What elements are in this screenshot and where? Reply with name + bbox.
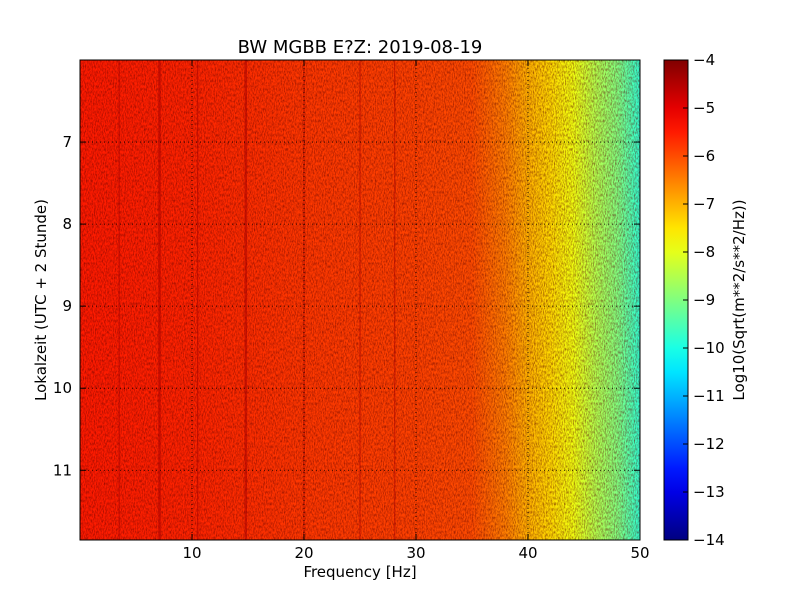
colorbar-tick-label-7: −11 xyxy=(693,387,725,405)
y-axis-label: Lokalzeit (UTC + 2 Stunde) xyxy=(32,199,50,401)
grid-lines xyxy=(80,60,640,540)
x-tick-label-4: 50 xyxy=(630,544,649,562)
y-axis-ticks: 7 8 9 10 11 xyxy=(53,133,640,479)
colorbar-ticks: −4 −5 −6 −7 −8 −9 −10 −11 −12 −13 −14 xyxy=(683,51,725,549)
colorbar-tick-label-1: −5 xyxy=(693,99,715,117)
colorbar-tick-label-3: −7 xyxy=(693,195,715,213)
x-tick-label-3: 40 xyxy=(518,544,537,562)
plot-area xyxy=(80,60,640,540)
colorbar-tick-label-10: −14 xyxy=(693,531,725,549)
colorbar-tick-label-5: −9 xyxy=(693,291,715,309)
colorbar-tick-label-8: −12 xyxy=(693,435,725,453)
colorbar-tick-label-0: −4 xyxy=(693,51,715,69)
colorbar-tick-label-6: −10 xyxy=(693,339,725,357)
y-tick-label-0: 7 xyxy=(62,133,72,151)
y-tick-label-3: 10 xyxy=(53,379,72,397)
colorbar-tick-label-4: −8 xyxy=(693,243,715,261)
colorbar-tick-label-9: −13 xyxy=(693,483,725,501)
y-tick-label-1: 8 xyxy=(62,215,72,233)
x-tick-label-1: 20 xyxy=(294,544,313,562)
y-tick-label-4: 11 xyxy=(53,461,72,479)
colorbar-label: Log10(Sqrt(m**2/s**2/Hz)) xyxy=(730,199,748,400)
x-axis-ticks: 10 20 30 40 50 xyxy=(182,60,650,562)
plot-frame xyxy=(79,59,641,541)
colorbar-tick-label-2: −6 xyxy=(693,147,715,165)
x-tick-label-2: 30 xyxy=(406,544,425,562)
x-axis-label: Frequency [Hz] xyxy=(303,563,416,581)
x-tick-label-0: 10 xyxy=(182,544,201,562)
chart-title: BW MGBB E?Z: 2019-08-19 xyxy=(238,37,483,58)
y-tick-label-2: 9 xyxy=(62,297,72,315)
